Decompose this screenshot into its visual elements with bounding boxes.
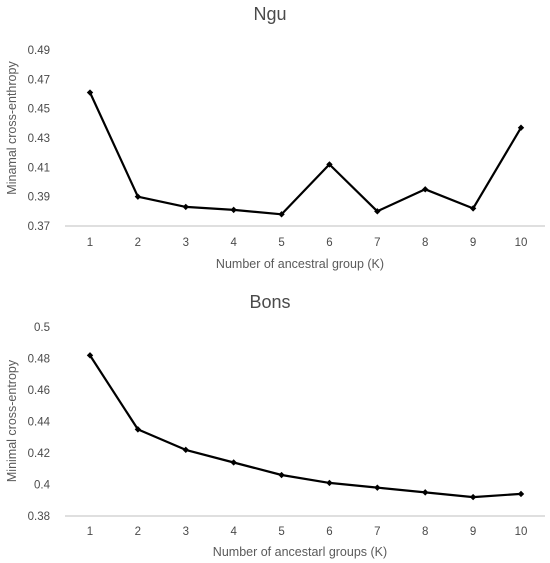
data-point [326, 479, 333, 487]
data-point [517, 490, 525, 498]
x-axis-label: Number of ancestarl groups (K) [213, 545, 387, 559]
x-tick-label: 8 [422, 526, 428, 538]
y-tick-label: 0.39 [28, 192, 50, 204]
y-axis-label: Minimal cross-entropy [5, 359, 19, 482]
y-tick-label: 0.47 [28, 74, 50, 86]
y-tick-label: 0.42 [28, 448, 50, 460]
x-tick-label: 3 [183, 237, 189, 249]
x-tick-label: 7 [374, 237, 380, 249]
x-tick-label: 10 [515, 526, 528, 538]
x-tick-label: 5 [278, 237, 284, 249]
x-tick-label: 10 [515, 237, 528, 249]
x-ticks: 1 2 3 4 5 6 7 8 9 10 [87, 526, 528, 538]
x-tick-label: 2 [135, 237, 141, 249]
data-point [374, 484, 381, 491]
y-axis-label: Minamal cross-enthropy [5, 61, 19, 195]
data-point [374, 208, 381, 215]
series-line [89, 354, 522, 499]
data-point [469, 205, 477, 212]
y-tick-label: 0.45 [28, 104, 50, 116]
data-point [230, 459, 237, 466]
x-axis-label: Number of ancestral group (K) [216, 257, 384, 271]
x-tick-label: 6 [326, 237, 332, 249]
x-tick-label: 9 [470, 526, 476, 538]
data-point [182, 203, 189, 211]
x-tick-label: 1 [87, 526, 93, 538]
y-tick-label: 0.38 [28, 511, 50, 523]
data-point [278, 471, 285, 479]
data-point [517, 124, 525, 131]
x-ticks: 1 2 3 4 5 6 7 8 9 10 [87, 237, 528, 249]
data-point [422, 186, 429, 193]
y-tick-label: 0.46 [28, 385, 50, 397]
x-tick-label: 2 [135, 526, 141, 538]
series-line [89, 92, 522, 216]
chart-title: Ngu [253, 4, 286, 24]
y-ticks: 0.38 0.4 0.42 0.44 0.46 0.48 0.5 [28, 322, 51, 523]
x-tick-label: 9 [470, 237, 476, 249]
data-point [469, 493, 477, 501]
y-tick-label: 0.49 [28, 45, 50, 57]
chart-ngu: Ngu Minamal cross-enthropy Number of anc… [5, 4, 545, 271]
x-tick-label: 7 [374, 526, 380, 538]
y-tick-label: 0.44 [28, 417, 51, 429]
data-point [134, 193, 142, 200]
y-tick-label: 0.5 [34, 322, 50, 334]
y-tick-label: 0.48 [28, 354, 50, 366]
x-tick-label: 1 [87, 237, 93, 249]
data-point [86, 89, 94, 96]
data-point [278, 211, 285, 218]
x-tick-label: 3 [183, 526, 189, 538]
data-point [134, 426, 142, 433]
y-tick-label: 0.41 [28, 162, 50, 174]
x-tick-label: 8 [422, 237, 428, 249]
chart-title: Bons [249, 292, 290, 312]
y-ticks: 0.37 0.39 0.41 0.43 0.45 0.47 0.49 [28, 45, 50, 233]
x-tick-label: 4 [230, 526, 237, 538]
data-point [230, 206, 237, 214]
data-point [422, 489, 429, 496]
data-point [86, 352, 94, 359]
data-point [182, 446, 189, 454]
data-point [326, 161, 333, 168]
plot-area [86, 352, 525, 501]
y-tick-label: 0.43 [28, 133, 50, 145]
y-tick-label: 0.37 [28, 221, 50, 233]
plot-area [86, 89, 525, 218]
x-tick-label: 4 [230, 237, 237, 249]
x-tick-label: 6 [326, 526, 332, 538]
y-tick-label: 0.4 [34, 480, 51, 492]
chart-bons: Bons Minimal cross-entropy Number of anc… [5, 292, 545, 559]
x-tick-label: 5 [278, 526, 284, 538]
